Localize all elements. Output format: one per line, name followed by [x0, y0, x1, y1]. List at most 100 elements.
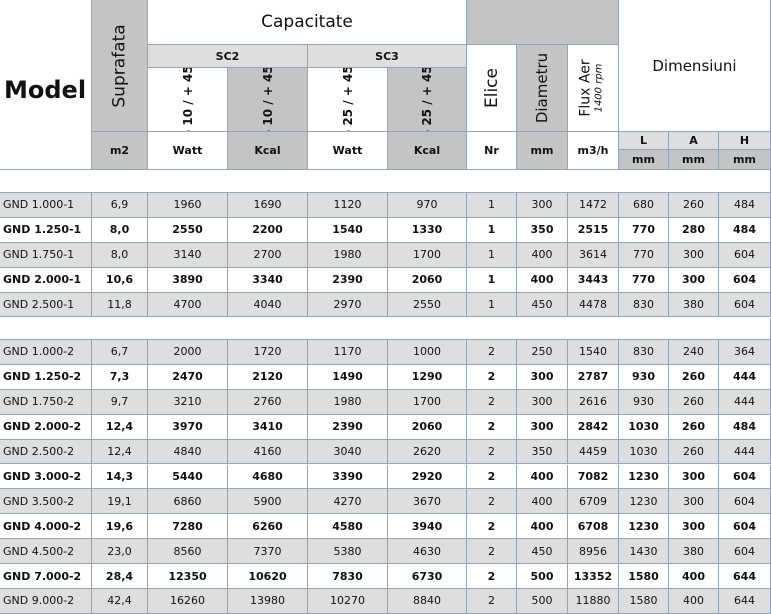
- value-cell-text: 2760: [253, 395, 282, 409]
- value-cell: 2: [467, 364, 517, 390]
- value-cell-text: 300: [683, 494, 704, 508]
- value-cell: 7,3: [92, 364, 148, 390]
- value-cell-text: 350: [530, 223, 554, 237]
- value-cell-text: 2: [487, 420, 496, 434]
- value-cell: 1980: [308, 242, 388, 268]
- value-cell-text: 7082: [577, 469, 609, 483]
- value-cell: 6708: [568, 514, 619, 540]
- range-header: - 25 / + 45: [388, 68, 467, 132]
- value-cell-text: 7,3: [109, 370, 130, 384]
- value-cell-text: 6708: [577, 519, 609, 533]
- value-cell: 450: [517, 292, 568, 318]
- value-cell-text: 10620: [248, 569, 287, 583]
- dim-header-text: A: [689, 134, 698, 147]
- value-cell: 3340: [228, 267, 308, 293]
- flux-header: Flux Aer 1400 rpm: [568, 45, 619, 132]
- value-cell-text: 1030: [629, 445, 658, 459]
- value-cell-text: 830: [633, 298, 654, 312]
- model-cell: GND 2.000-2: [0, 414, 92, 440]
- value-cell: 400: [517, 267, 568, 293]
- value-cell-text: 2: [488, 494, 495, 508]
- value-cell-text: 1: [487, 273, 496, 287]
- value-cell: 2616: [568, 389, 619, 415]
- suprafata-header-text: Suprafata: [109, 23, 130, 108]
- range-header-text: - 25 / + 45: [340, 68, 355, 132]
- value-cell-text: 1472: [579, 198, 607, 212]
- value-cell: 2: [467, 340, 517, 365]
- value-cell: 1230: [619, 514, 669, 540]
- value-cell-text: 19,1: [107, 494, 132, 508]
- value-cell: 1330: [388, 217, 467, 243]
- value-cell-text: 2060: [411, 273, 443, 287]
- range-header: - 10 / + 45: [228, 68, 308, 132]
- value-cell-text: 5440: [172, 469, 203, 483]
- model-cell-text: GND 3.000-2: [3, 469, 82, 483]
- unit-header-text: Kcal: [413, 144, 441, 157]
- value-cell-text: 1230: [629, 494, 658, 508]
- value-cell: 1: [467, 242, 517, 268]
- value-cell: 1: [467, 217, 517, 243]
- value-cell-text: 2: [487, 569, 496, 583]
- value-cell: 6730: [388, 564, 467, 589]
- value-cell-text: 13352: [573, 569, 613, 583]
- model-cell-text: GND 4.000-2: [3, 519, 82, 533]
- value-cell: 250: [517, 340, 568, 365]
- value-cell-text: 8,0: [109, 223, 130, 237]
- value-cell-text: 7280: [172, 519, 203, 533]
- value-cell-text: 680: [633, 198, 654, 212]
- value-cell: 2970: [308, 292, 388, 318]
- model-cell-text: GND 1.750-1: [3, 248, 75, 262]
- value-cell-text: 4630: [413, 544, 441, 558]
- value-cell: 300: [517, 364, 568, 390]
- value-cell: 300: [669, 242, 719, 268]
- unit-header: Nr: [467, 132, 517, 170]
- value-cell: 300: [517, 193, 568, 218]
- value-cell: 280: [669, 217, 719, 243]
- value-cell-text: 1330: [411, 223, 443, 237]
- value-cell: 604: [719, 539, 771, 565]
- spacer: [0, 170, 771, 193]
- value-cell: 4459: [568, 439, 619, 465]
- model-cell: GND 1.250-1: [0, 217, 92, 243]
- value-cell-text: 400: [530, 273, 554, 287]
- value-cell: 604: [719, 464, 771, 490]
- value-cell-text: 8956: [579, 544, 607, 558]
- value-cell: 4040: [228, 292, 308, 318]
- value-cell: 380: [669, 539, 719, 565]
- value-cell-text: 770: [632, 273, 655, 287]
- value-cell: 300: [517, 389, 568, 415]
- value-cell: 1430: [619, 539, 669, 565]
- value-cell-text: 1170: [333, 345, 362, 359]
- diametru-header-text: Diametru: [533, 52, 551, 124]
- range-header-text: - 25 / + 45: [420, 68, 434, 132]
- sc3-header-text: SC3: [375, 49, 399, 63]
- value-cell: 1290: [388, 364, 467, 390]
- model-cell: GND 1.750-2: [0, 389, 92, 415]
- value-cell: 10620: [228, 564, 308, 589]
- model-header-text: Model: [4, 75, 87, 104]
- value-cell-text: 250: [531, 345, 553, 359]
- value-cell-text: 5900: [253, 494, 282, 508]
- value-cell: 400: [517, 464, 568, 490]
- value-cell-text: 604: [734, 298, 755, 312]
- value-cell: 2470: [148, 364, 228, 390]
- elice-header-text: Elice: [481, 68, 502, 108]
- value-cell-text: 1490: [332, 370, 363, 384]
- value-cell-text: 1: [488, 248, 495, 262]
- value-cell-text: 14,3: [105, 469, 134, 483]
- flux-header-text: Flux Aer: [578, 59, 595, 117]
- value-cell: 260: [669, 414, 719, 440]
- value-cell-text: 1540: [332, 223, 363, 237]
- unit-header: mm: [619, 150, 669, 170]
- value-cell: 2390: [308, 414, 388, 440]
- value-cell: 930: [619, 364, 669, 390]
- unit-header-text: mm: [682, 153, 705, 166]
- value-cell: 1580: [619, 589, 669, 614]
- value-cell-text: 4478: [579, 298, 607, 312]
- value-cell-text: 2: [487, 370, 496, 384]
- value-cell: 300: [669, 514, 719, 540]
- value-cell-text: 19,6: [105, 519, 134, 533]
- value-cell-text: 770: [633, 248, 654, 262]
- value-cell-text: 3970: [172, 420, 203, 434]
- value-cell: 12350: [148, 564, 228, 589]
